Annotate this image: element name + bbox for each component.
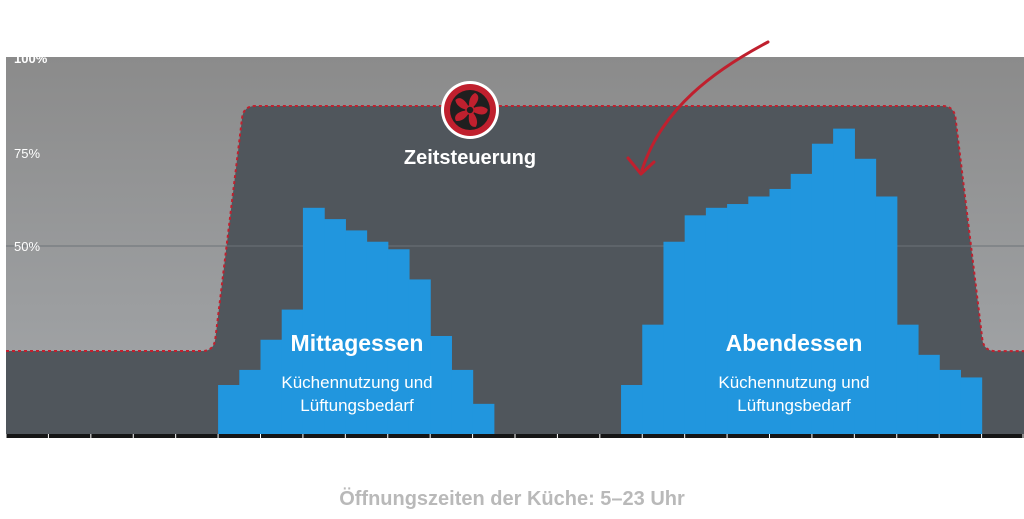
y-tick-label-75: 75% bbox=[14, 146, 40, 161]
bar-32 bbox=[684, 215, 707, 434]
fan-icon bbox=[441, 81, 499, 139]
schedule-label: Zeitsteuerung bbox=[404, 147, 536, 169]
dinner-title: Abendessen bbox=[726, 330, 863, 356]
bar-20 bbox=[430, 335, 452, 434]
bar-12 bbox=[260, 339, 283, 434]
bar-19 bbox=[408, 279, 431, 434]
bar-38 bbox=[811, 143, 834, 434]
y-tick-label-50: 50% bbox=[14, 239, 40, 254]
bar-10 bbox=[218, 384, 240, 434]
bar-21 bbox=[451, 369, 474, 434]
x-axis bbox=[5, 434, 1024, 440]
bar-14 bbox=[302, 207, 325, 434]
bar-37 bbox=[790, 173, 813, 434]
lunch-subtitle-line-2: Lüftungsbedarf bbox=[300, 396, 414, 415]
lunch-title: Mittagessen bbox=[291, 330, 424, 356]
bars-group bbox=[218, 128, 983, 435]
chart-caption: Öffnungszeiten der Küche: 5–23 Uhr bbox=[339, 488, 685, 510]
bar-34 bbox=[727, 204, 749, 434]
bar-42 bbox=[896, 324, 919, 434]
bar-11 bbox=[239, 369, 262, 434]
bar-43 bbox=[917, 354, 940, 434]
dinner-subtitle-line-2: Lüftungsbedarf bbox=[737, 396, 851, 415]
bar-31 bbox=[663, 241, 686, 434]
curved-arrow-icon bbox=[626, 40, 770, 176]
bar-15 bbox=[324, 219, 346, 434]
bar-44 bbox=[939, 369, 961, 434]
bar-30 bbox=[642, 324, 665, 434]
bar-41 bbox=[875, 196, 898, 434]
bar-40 bbox=[854, 158, 877, 435]
bar-13 bbox=[281, 309, 304, 434]
bar-39 bbox=[833, 128, 855, 434]
chart: 100% 75% 50% Mittagessen Küchennutzung u… bbox=[5, 40, 1024, 440]
bar-29 bbox=[621, 384, 643, 434]
bar-18 bbox=[387, 249, 410, 434]
bar-17 bbox=[366, 241, 389, 434]
bar-36 bbox=[769, 188, 792, 434]
bar-35 bbox=[748, 196, 771, 434]
y-tick-label-100: 100% bbox=[14, 51, 48, 66]
bar-45 bbox=[960, 377, 983, 434]
lunch-subtitle-line-1: Küchennutzung und bbox=[281, 373, 432, 392]
bar-22 bbox=[472, 403, 495, 434]
bar-16 bbox=[345, 230, 368, 434]
bar-33 bbox=[705, 207, 728, 434]
ventilation-zone-outline bbox=[6, 105, 1024, 353]
dinner-subtitle-line-1: Küchennutzung und bbox=[718, 373, 869, 392]
